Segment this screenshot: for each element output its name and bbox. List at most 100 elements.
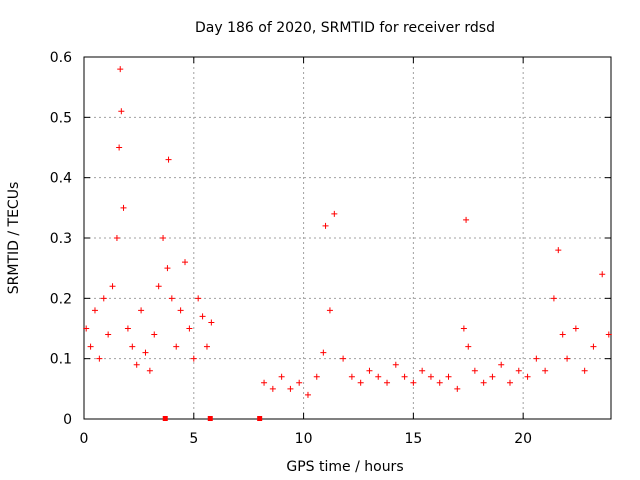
data-point	[100, 295, 107, 302]
data-point	[445, 373, 452, 380]
data-point	[463, 216, 470, 223]
y-tick-label: 0.4	[50, 171, 72, 187]
data-point	[120, 204, 127, 211]
data-point	[515, 367, 522, 374]
data-point	[304, 391, 311, 398]
x-tick-label: 20	[514, 431, 532, 447]
data-point	[480, 379, 487, 386]
data-point	[348, 373, 355, 380]
chart-title: Day 186 of 2020, SRMTID for receiver rds…	[195, 20, 495, 36]
data-point	[460, 325, 467, 332]
data-point	[91, 307, 98, 314]
data-point	[133, 361, 140, 368]
x-tick-label: 0	[80, 431, 89, 447]
data-point	[105, 331, 112, 338]
gap-marker	[207, 416, 213, 421]
data-point	[168, 295, 175, 302]
data-point	[465, 343, 472, 350]
x-tick-label: 5	[189, 431, 198, 447]
data-point	[550, 295, 557, 302]
data-point	[366, 367, 373, 374]
data-point	[278, 373, 285, 380]
data-point	[190, 355, 197, 362]
data-point	[489, 373, 496, 380]
axis-ticks: 0 5 10 15 20 0 0.1 0.2 0.3 0.4 0.5 0.6	[50, 50, 611, 447]
data-point	[375, 373, 382, 380]
data-point	[109, 283, 116, 290]
data-point	[146, 367, 153, 374]
data-point	[261, 379, 268, 386]
data-point	[186, 325, 193, 332]
data-point	[524, 373, 531, 380]
data-point	[83, 325, 90, 332]
data-points	[83, 66, 612, 398]
y-tick-label: 0.3	[50, 231, 72, 247]
data-point	[340, 355, 347, 362]
data-point	[605, 331, 612, 338]
data-point	[96, 355, 103, 362]
data-point	[138, 307, 145, 314]
data-point	[113, 235, 120, 241]
data-point	[269, 385, 276, 392]
data-point	[129, 343, 136, 350]
data-point	[173, 343, 180, 350]
y-tick-label: 0.6	[50, 50, 72, 66]
data-point	[436, 379, 443, 386]
data-point	[590, 343, 597, 350]
data-point	[533, 355, 540, 362]
data-point	[357, 379, 364, 386]
data-point	[542, 367, 549, 374]
data-point	[87, 343, 94, 350]
data-point	[498, 361, 505, 368]
data-point	[559, 331, 566, 338]
y-axis-label: SRMTID / TECUs	[6, 182, 22, 295]
data-point	[326, 307, 333, 314]
gap-marker	[162, 416, 168, 421]
y-tick-label: 0.1	[50, 352, 72, 368]
y-tick-label: 0.5	[50, 110, 72, 126]
data-point	[116, 144, 123, 151]
data-point	[199, 313, 206, 320]
data-point	[410, 379, 417, 386]
data-point	[384, 379, 391, 386]
data-point	[427, 373, 434, 380]
data-point	[182, 259, 189, 266]
data-point	[331, 210, 338, 217]
data-point	[177, 307, 184, 314]
data-point	[118, 108, 125, 115]
data-point	[155, 283, 162, 290]
data-point	[208, 319, 215, 326]
data-point	[320, 349, 327, 356]
x-axis-label: GPS time / hours	[286, 459, 403, 475]
data-point	[555, 247, 562, 254]
data-point	[296, 379, 303, 386]
y-tick-label: 0	[63, 412, 72, 428]
data-point	[581, 367, 588, 374]
data-point	[322, 222, 329, 229]
data-point	[165, 156, 172, 163]
data-point	[506, 379, 513, 386]
data-point	[471, 367, 478, 374]
data-point	[313, 373, 320, 380]
data-point	[151, 331, 158, 338]
data-point	[572, 325, 579, 332]
data-point	[287, 385, 294, 392]
data-point	[392, 361, 399, 368]
data-point	[419, 367, 426, 374]
x-tick-label: 10	[295, 431, 313, 447]
data-point	[195, 295, 202, 302]
data-point	[599, 271, 606, 278]
data-point	[124, 325, 131, 332]
gap-markers	[162, 416, 263, 421]
data-point	[564, 355, 571, 362]
data-point	[401, 373, 408, 380]
y-tick-label: 0.2	[50, 291, 72, 307]
gap-marker	[257, 416, 263, 421]
data-point	[160, 235, 167, 241]
data-point	[142, 349, 149, 356]
data-point	[117, 66, 124, 73]
data-point	[203, 343, 210, 350]
data-point	[164, 265, 171, 272]
data-point	[454, 385, 461, 392]
